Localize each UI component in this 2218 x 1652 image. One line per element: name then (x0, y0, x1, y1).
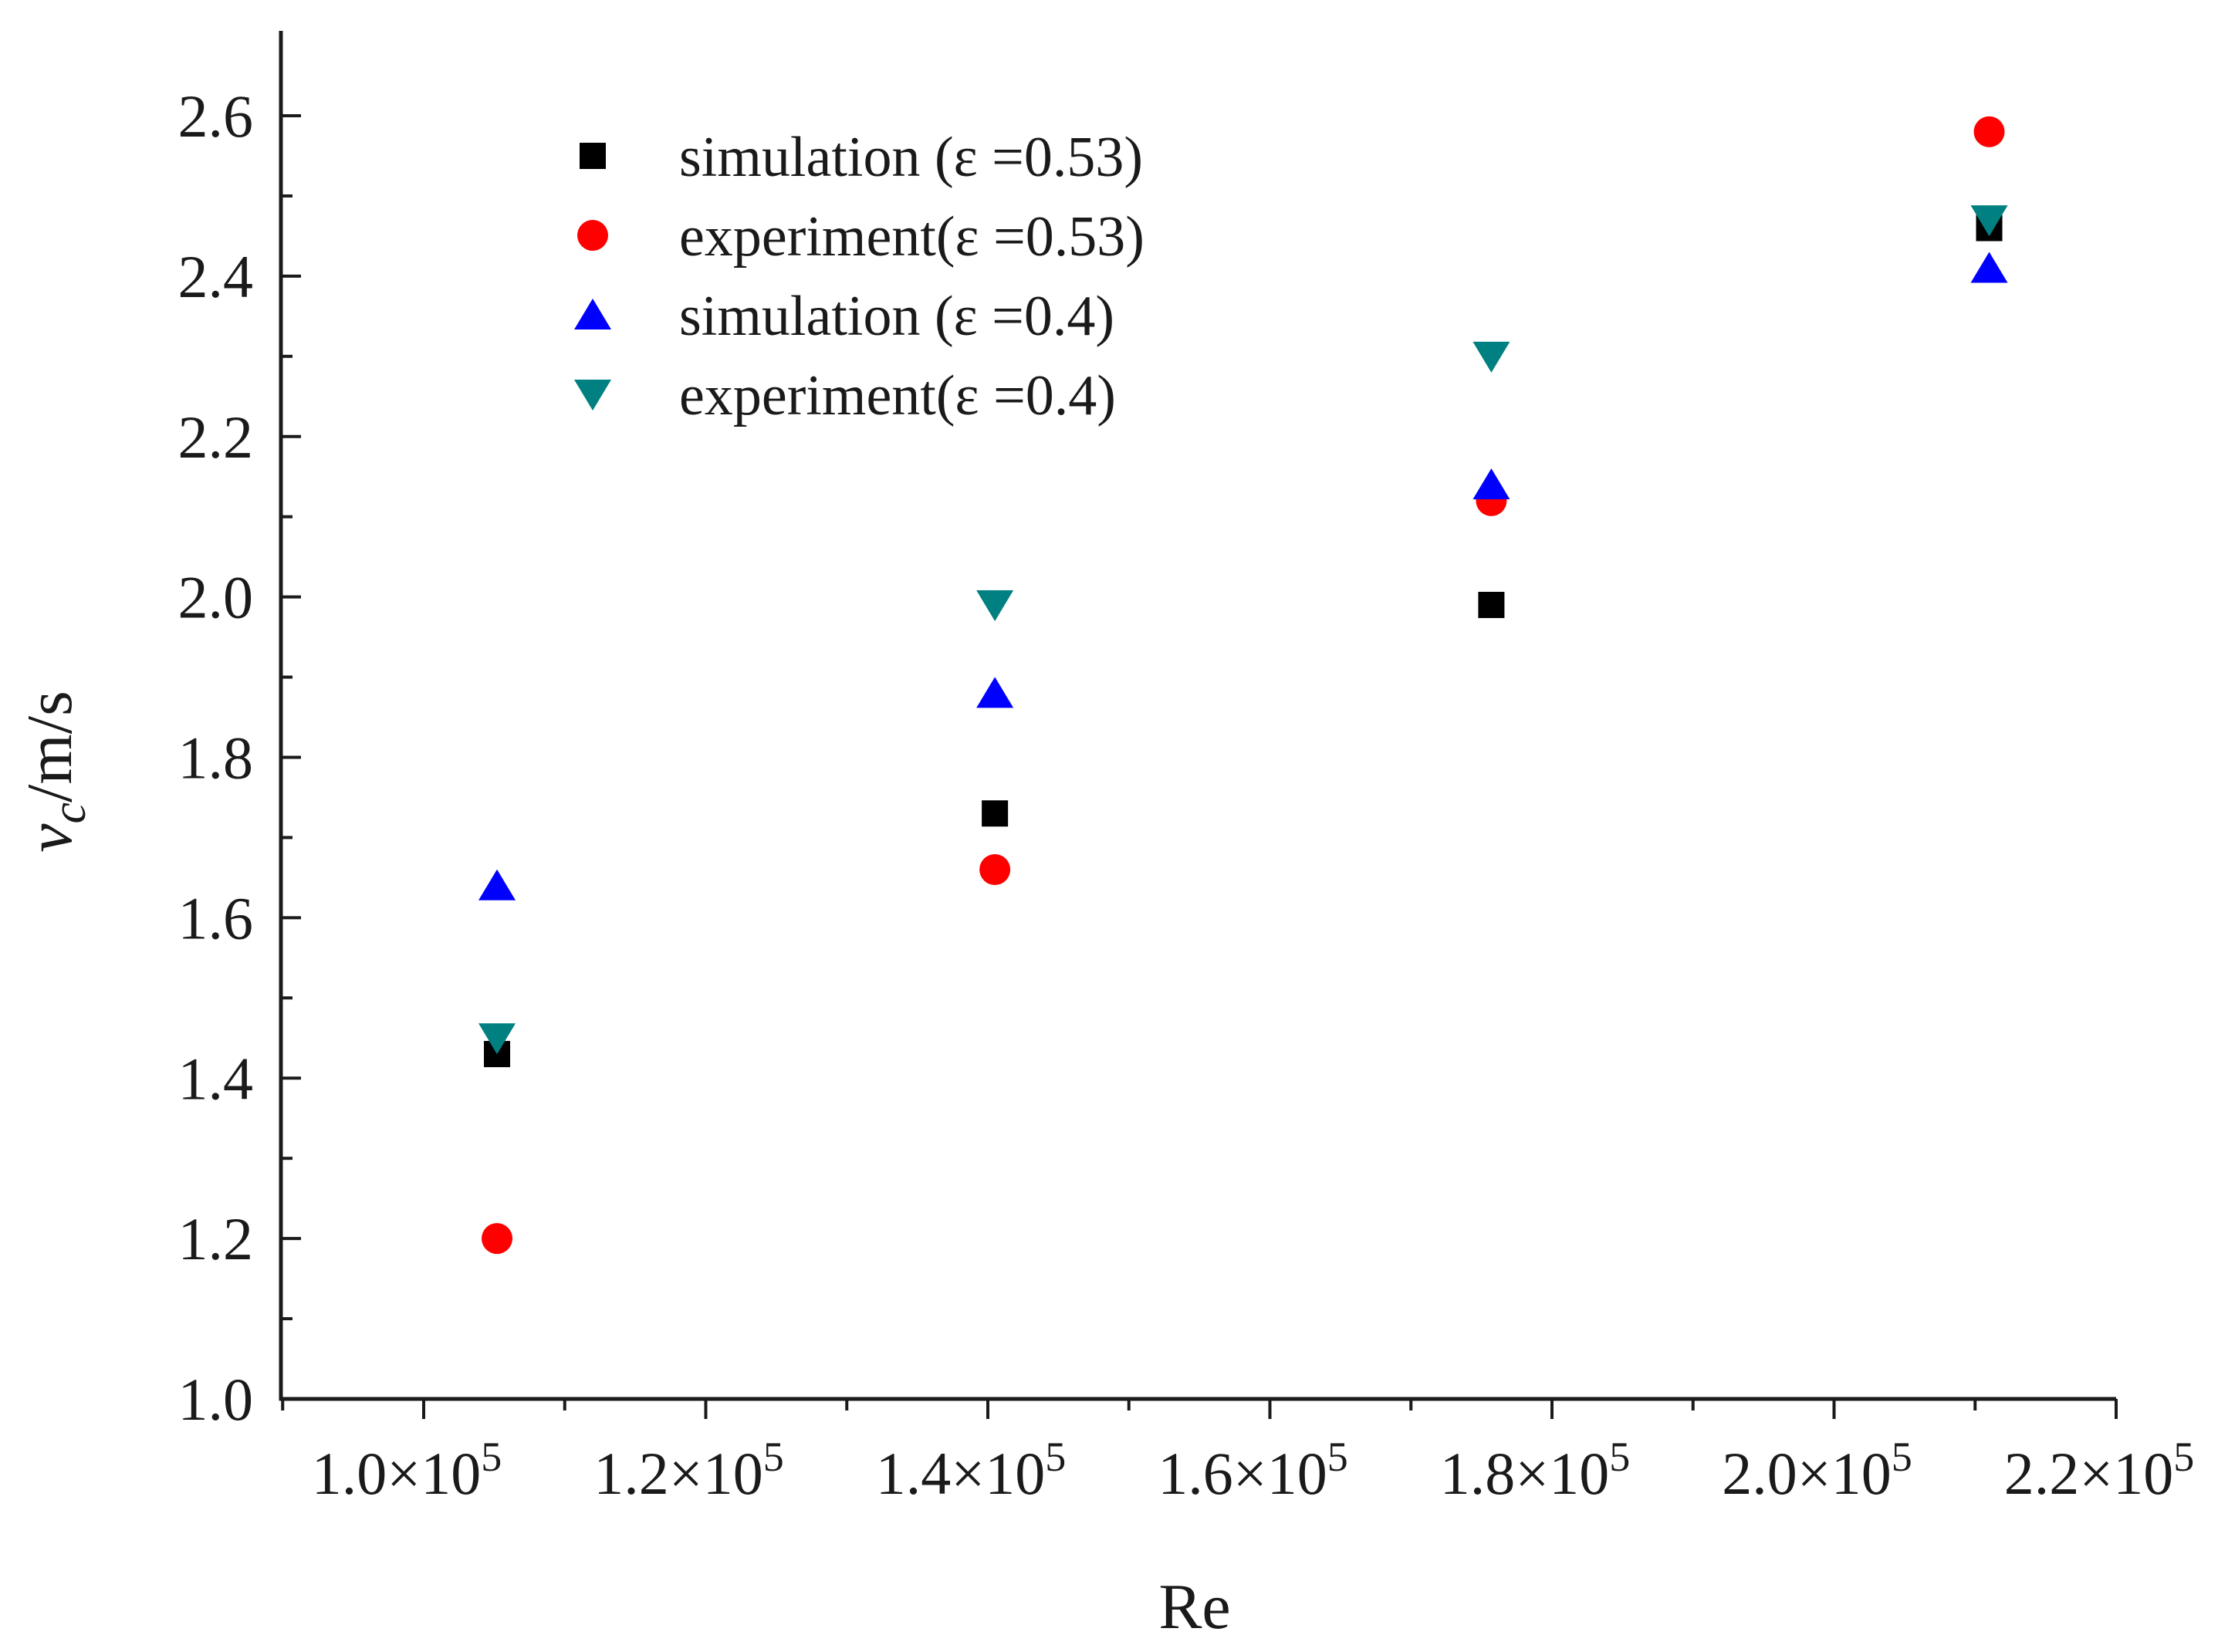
point-simulation-053 (982, 800, 1009, 827)
x-tick-label: 1.6×105 (1158, 1434, 1348, 1507)
y-tick-label: 2.2 (178, 404, 254, 471)
x-tick-label: 1.2×105 (593, 1434, 784, 1507)
y-tick-label: 1.8 (178, 725, 254, 792)
x-tick-label: 1.8×105 (1440, 1434, 1631, 1507)
point-experiment-04 (478, 1023, 516, 1055)
y-tick-label: 1.2 (178, 1205, 254, 1272)
legend-marker-experiment-04 (574, 380, 611, 410)
point-simulation-04 (478, 869, 516, 900)
point-experiment-053 (1973, 116, 2005, 147)
legend-marker-simulation-04 (574, 299, 611, 329)
y-axis-title: vc/m/s (14, 691, 96, 853)
point-simulation-04 (1970, 252, 2008, 283)
point-experiment-053 (979, 854, 1011, 886)
x-tick-label: 2.0×105 (1722, 1434, 1912, 1507)
point-experiment-053 (482, 1223, 513, 1255)
point-simulation-04 (1472, 468, 1510, 500)
point-experiment-04 (1970, 205, 2008, 237)
legend-label-simulation-053: simulation (ε =0.53) (679, 126, 1143, 189)
y-tick-label: 2.4 (178, 243, 254, 310)
x-tick-label: 1.0×105 (312, 1434, 502, 1507)
legend: simulation (ε =0.53) experiment(ε =0.53) s… (574, 126, 1145, 427)
y-tick-label: 2.6 (178, 83, 254, 150)
legend-marker-experiment-053 (577, 220, 608, 251)
y-tick-label: 1.0 (178, 1366, 254, 1433)
legend-label-experiment-053: experiment(ε =0.53) (679, 205, 1145, 269)
data-marks-layer (478, 116, 2008, 1255)
point-simulation-04 (976, 677, 1014, 708)
y-tick-label: 2.0 (178, 564, 254, 631)
point-experiment-04 (976, 590, 1014, 622)
legend-marker-simulation-053 (580, 143, 606, 169)
y-tick-label: 1.4 (178, 1045, 254, 1112)
legend-label-simulation-04: simulation (ε =0.4) (679, 285, 1114, 348)
x-tick-label: 1.4×105 (876, 1434, 1067, 1507)
axes-layer: 1.0 1.2 1.4 1.6 1.8 2.0 2.2 2.4 2.6 1.0×105 1.2×10… (14, 31, 2194, 1643)
x-axis-title: Re (1158, 1571, 1230, 1643)
legend-label-experiment-04: experiment(ε =0.4) (679, 364, 1116, 427)
point-experiment-04 (1472, 341, 1510, 373)
point-simulation-053 (1478, 592, 1505, 619)
x-tick-label: 2.2×105 (2004, 1434, 2195, 1507)
y-tick-label: 1.6 (178, 884, 254, 951)
